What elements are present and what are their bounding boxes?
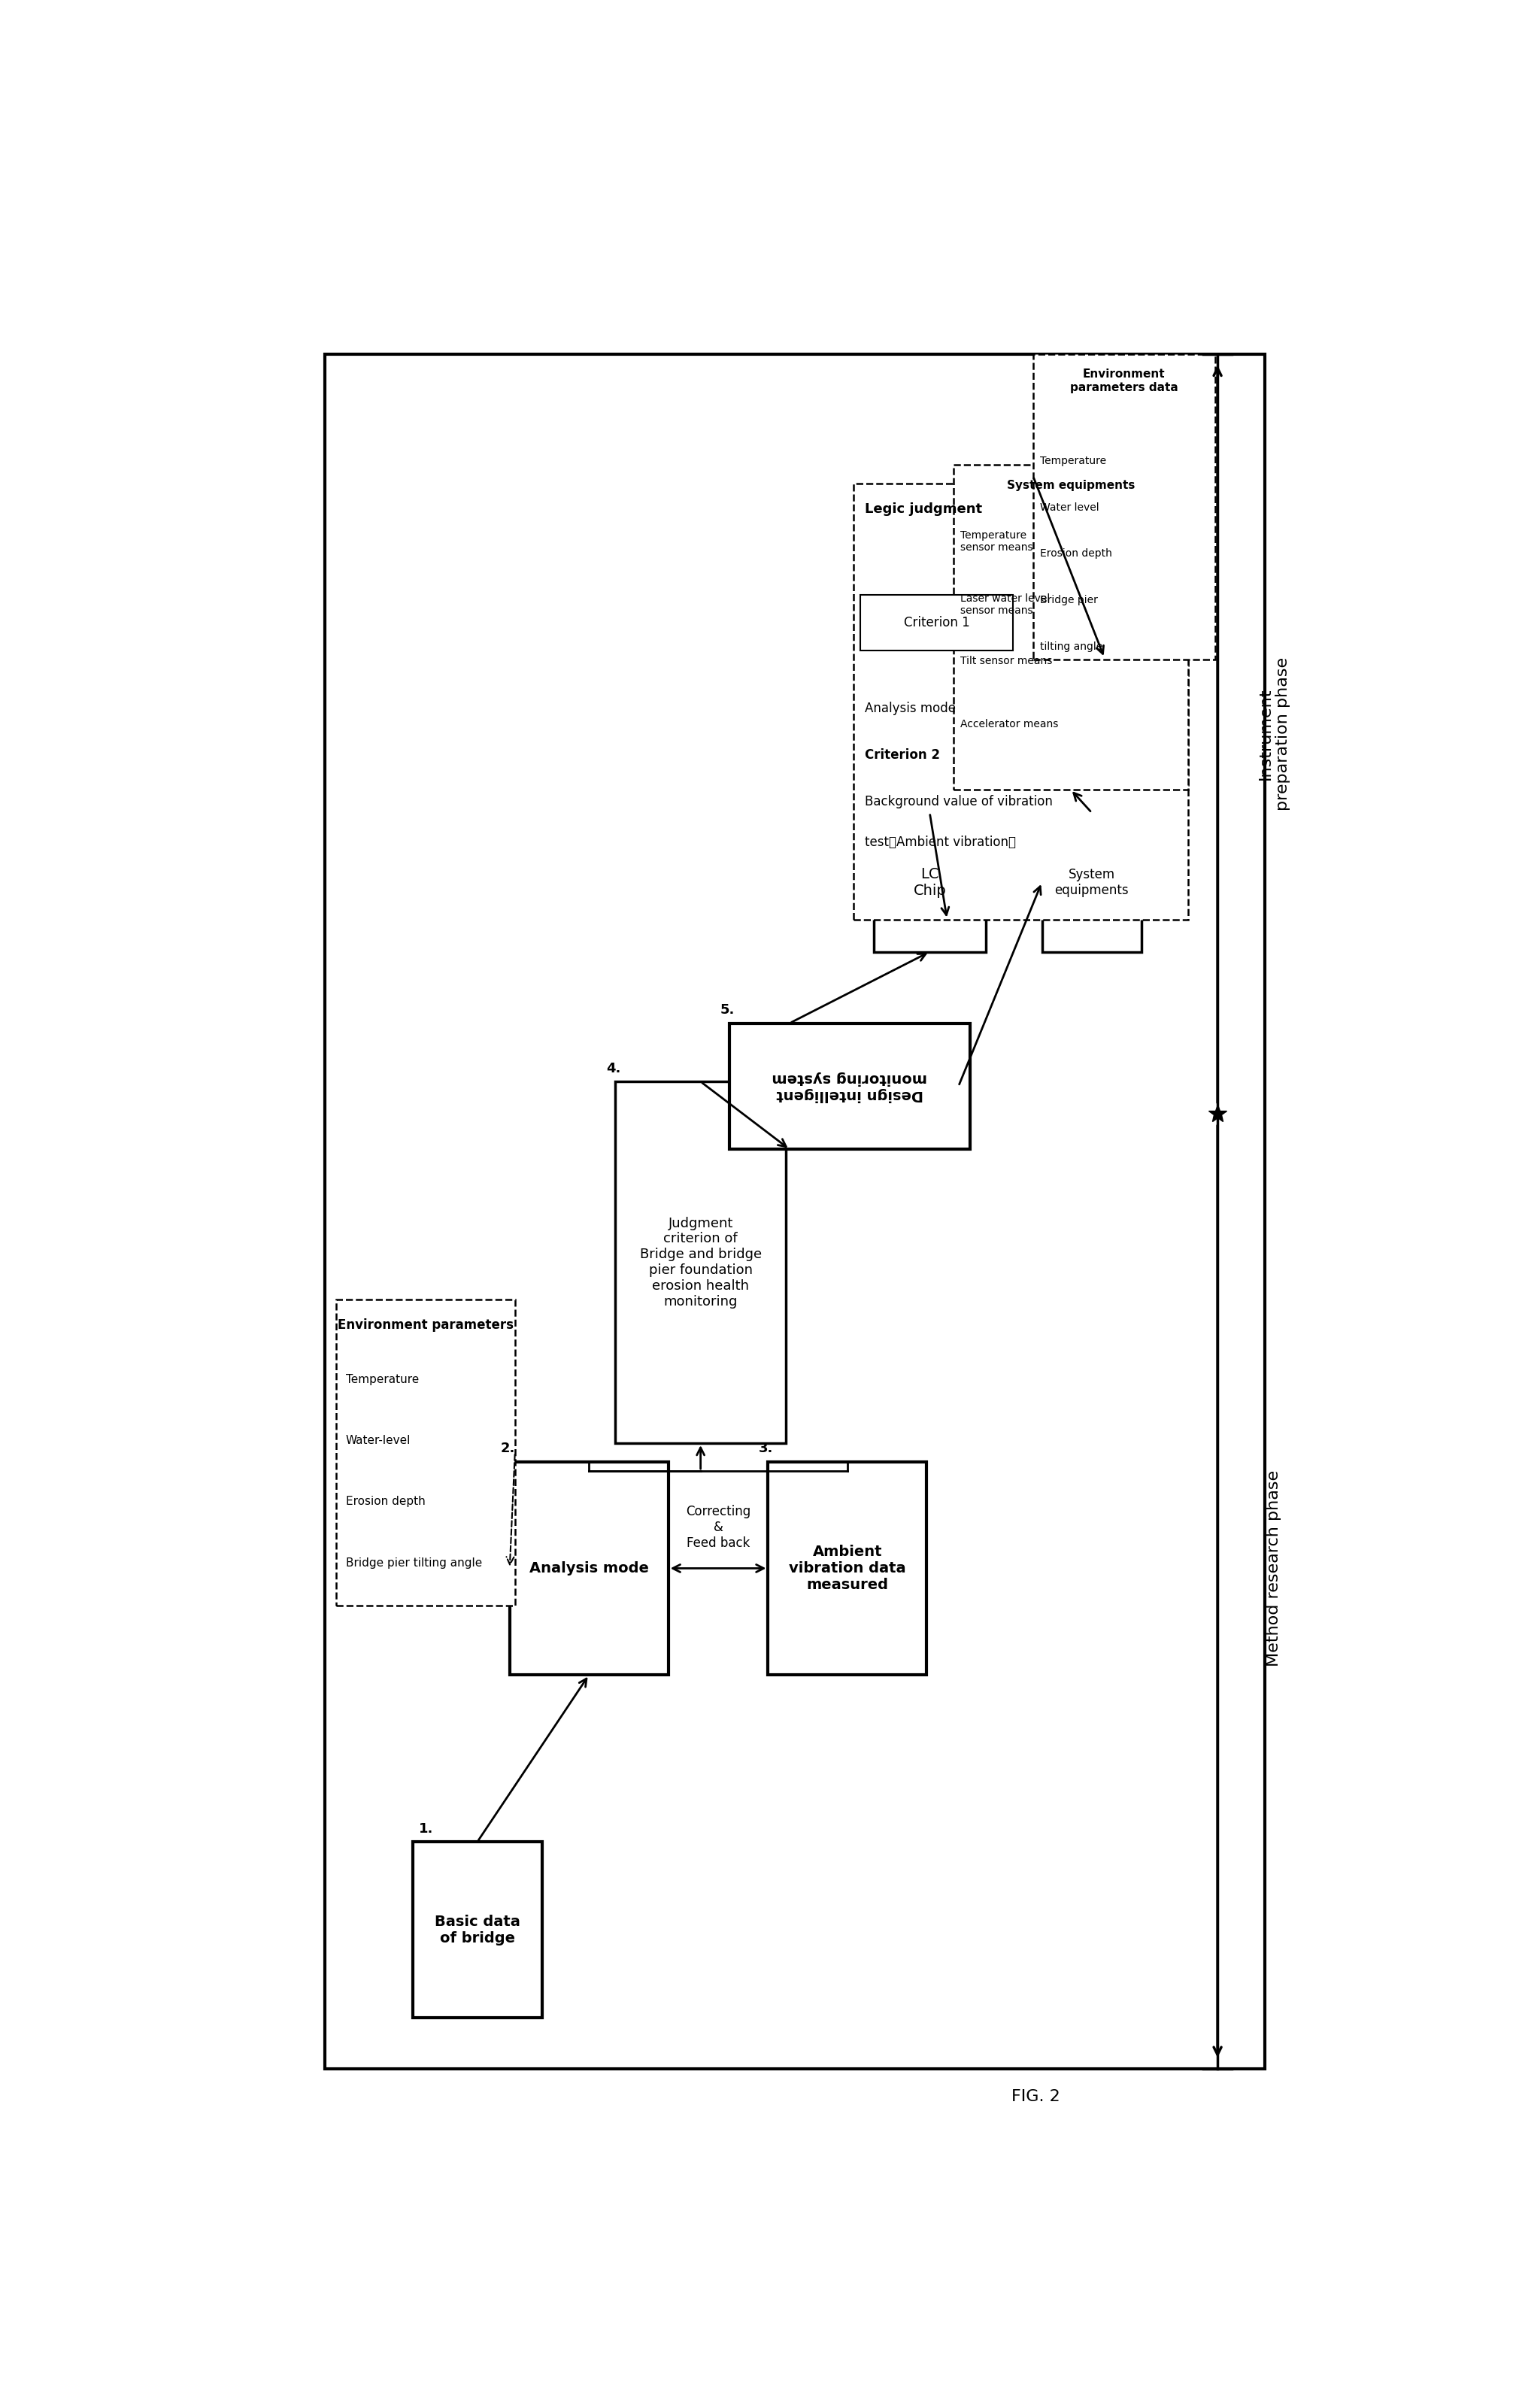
Text: System equipments: System equipments bbox=[1007, 479, 1135, 491]
Text: Water-level: Water-level bbox=[346, 1435, 411, 1447]
Text: Correcting
&
Feed back: Correcting & Feed back bbox=[685, 1505, 750, 1551]
Text: Basic data
of bridge: Basic data of bridge bbox=[435, 1914, 520, 1946]
Text: Temperature
sensor means: Temperature sensor means bbox=[960, 530, 1032, 554]
Text: System
equipments: System equipments bbox=[1055, 867, 1129, 896]
Bar bbox=[861, 595, 1013, 650]
Text: 3.: 3. bbox=[758, 1442, 773, 1454]
Text: 1.: 1. bbox=[418, 1823, 434, 1835]
Text: Water level: Water level bbox=[1040, 503, 1099, 513]
Text: test（Ambient vibration）: test（Ambient vibration） bbox=[866, 836, 1016, 850]
Text: Analysis mode: Analysis mode bbox=[529, 1560, 649, 1575]
Text: Background value of vibration: Background value of vibration bbox=[866, 795, 1054, 809]
Text: Laser water level
sensor means: Laser water level sensor means bbox=[960, 592, 1051, 616]
Text: Erosion depth: Erosion depth bbox=[346, 1495, 426, 1507]
Text: Accelerator means: Accelerator means bbox=[960, 720, 1058, 730]
Text: LC
Chip: LC Chip bbox=[913, 867, 946, 898]
Text: Bridge pier tilting angle: Bridge pier tilting angle bbox=[346, 1558, 482, 1568]
Text: Temperature: Temperature bbox=[1040, 455, 1107, 467]
Text: Legic judgment: Legic judgment bbox=[866, 503, 982, 515]
Bar bbox=[337, 1300, 515, 1606]
Bar bbox=[509, 1462, 669, 1676]
Bar bbox=[854, 484, 1189, 920]
Text: Design intelligent
monitoring system: Design intelligent monitoring system bbox=[772, 1072, 928, 1103]
Bar bbox=[873, 814, 985, 951]
Text: Temperature: Temperature bbox=[346, 1373, 418, 1385]
Text: Method research phase: Method research phase bbox=[1266, 1471, 1281, 1666]
Text: Analysis mode: Analysis mode bbox=[866, 701, 957, 715]
Text: Instrument
preparation phase: Instrument preparation phase bbox=[1258, 657, 1290, 811]
Text: Ambient
vibration data
measured: Ambient vibration data measured bbox=[788, 1544, 907, 1592]
Bar bbox=[412, 1842, 543, 2018]
Text: tilting angle: tilting angle bbox=[1040, 641, 1102, 653]
Bar bbox=[769, 1462, 926, 1676]
Text: 4.: 4. bbox=[606, 1062, 620, 1076]
Bar bbox=[954, 465, 1189, 790]
Bar bbox=[615, 1081, 785, 1442]
Text: 2.: 2. bbox=[500, 1442, 515, 1454]
Text: 5.: 5. bbox=[720, 1004, 735, 1016]
Text: Environment
parameters data: Environment parameters data bbox=[1070, 368, 1178, 393]
Text: Bridge pier: Bridge pier bbox=[1040, 595, 1098, 604]
Text: Tilt sensor means: Tilt sensor means bbox=[960, 655, 1052, 667]
Text: Criterion 1: Criterion 1 bbox=[904, 616, 970, 628]
Bar bbox=[324, 354, 1264, 2068]
Text: FIG. 2: FIG. 2 bbox=[1011, 2090, 1060, 2105]
Text: Erosion depth: Erosion depth bbox=[1040, 549, 1113, 559]
Text: Environment parameters: Environment parameters bbox=[338, 1317, 514, 1332]
Bar bbox=[1032, 354, 1216, 660]
Text: Criterion 2: Criterion 2 bbox=[866, 749, 940, 761]
Bar bbox=[729, 1023, 970, 1149]
Text: Judgment
criterion of
Bridge and bridge
pier foundation
erosion health
monitorin: Judgment criterion of Bridge and bridge … bbox=[640, 1216, 761, 1308]
Bar bbox=[1041, 814, 1142, 951]
